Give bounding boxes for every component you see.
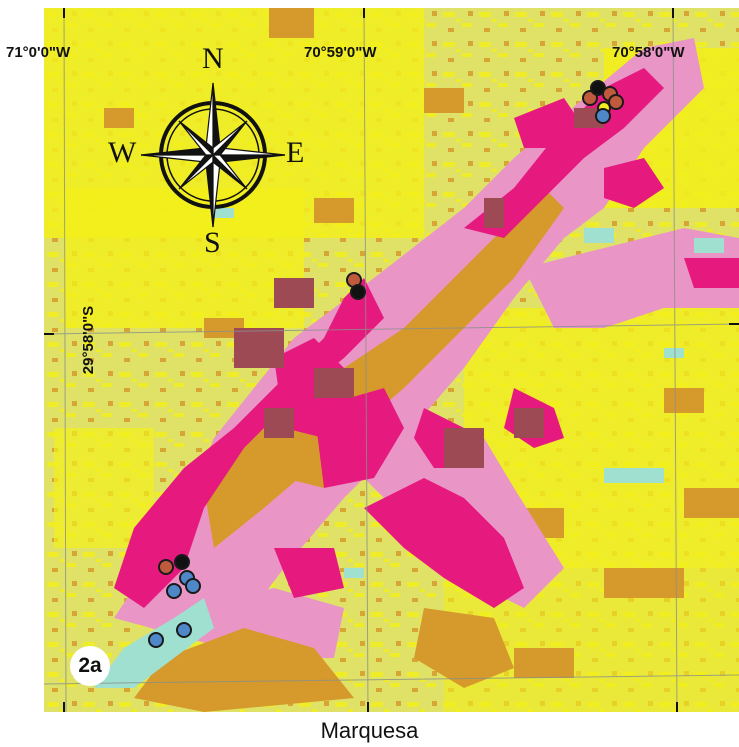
compass-north-label: N xyxy=(202,42,224,75)
marker-blue[interactable] xyxy=(185,578,201,594)
panel-badge: 2a xyxy=(70,646,110,686)
frame-ticks xyxy=(44,8,739,712)
marker-blue[interactable] xyxy=(148,632,164,648)
compass-south-label: S xyxy=(204,226,221,259)
tan-band xyxy=(134,188,564,712)
compass-east-label: E xyxy=(286,136,305,169)
marker-blue[interactable] xyxy=(176,622,192,638)
marker-red[interactable] xyxy=(608,94,624,110)
marker-black[interactable] xyxy=(350,284,366,300)
map-canvas[interactable] xyxy=(44,8,739,712)
compass-rose xyxy=(138,80,288,230)
map-caption: Marquesa xyxy=(320,718,419,743)
map-frame[interactable]: N S E W 2a xyxy=(44,8,739,712)
latitude-label: 29°58'0"S xyxy=(80,305,97,375)
marker-blue[interactable] xyxy=(166,583,182,599)
marker-red[interactable] xyxy=(158,559,174,575)
sample-markers[interactable] xyxy=(148,80,624,648)
longitude-label-east: 70°58'0"W xyxy=(612,44,685,61)
marker-blue[interactable] xyxy=(595,108,611,124)
longitude-label-center: 70°59'0"W xyxy=(304,44,377,61)
compass-west-label: W xyxy=(108,136,137,169)
graticule xyxy=(44,8,739,712)
marker-black[interactable] xyxy=(174,554,190,570)
compass-icon xyxy=(140,82,286,228)
longitude-label-west: 71°0'0"W xyxy=(6,44,71,61)
